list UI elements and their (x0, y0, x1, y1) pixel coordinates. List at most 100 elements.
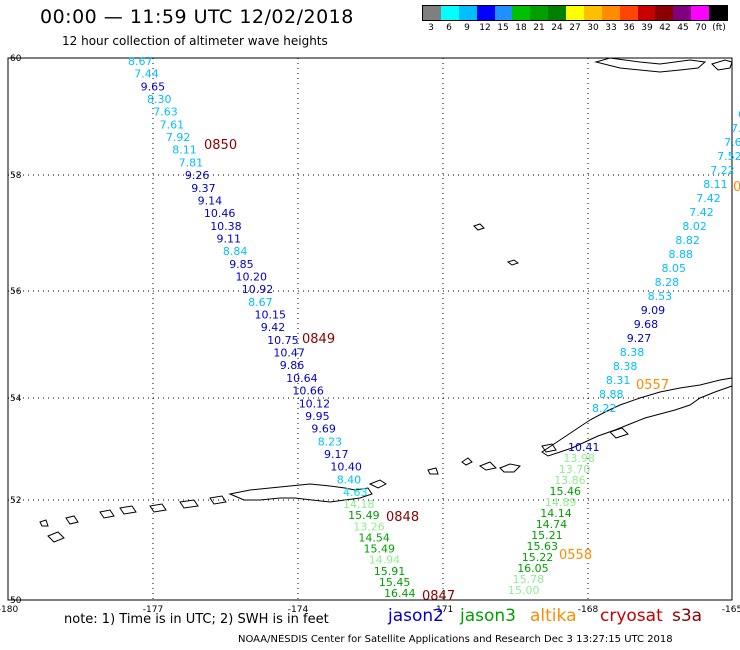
lat-tick-label: 52 (10, 496, 21, 506)
scale-label: 12 (479, 23, 491, 33)
lon-tick-label: -180 (0, 605, 18, 615)
wave-height-value: 9.65 (141, 80, 166, 93)
wave-height-value: 15.46 (550, 485, 582, 498)
wave-height-value: 10.40 (330, 461, 362, 474)
scale-label: 42 (659, 23, 671, 33)
scale-label: 21 (533, 23, 545, 33)
wave-height-value: 10.92 (242, 283, 273, 296)
wave-height-value: 7.61 (724, 136, 740, 149)
lat-tick-label: 60 (10, 54, 22, 64)
scale-swatch (691, 6, 709, 20)
lat-tick-label: 50 (10, 596, 22, 606)
wave-height-value: 8.67 (248, 296, 273, 309)
wave-height-value: 13.70 (559, 463, 591, 476)
axis-tick-labels: -180 -177 -174 -171 -168 -165 60 58 56 54 52 50 (0, 54, 740, 615)
scale-label: 24 (551, 23, 563, 33)
scale-swatch (423, 6, 441, 20)
pass-time-label: 0847 (422, 589, 455, 604)
wave-height-value: 8.53 (648, 290, 673, 303)
wave-height-value: 8.82 (675, 234, 700, 247)
wave-height-value: 15.45 (379, 576, 411, 589)
wave-height-value: 9.26 (185, 169, 210, 182)
wave-height-value: 13.86 (554, 474, 586, 487)
pass-time-label: 0558 (559, 548, 592, 563)
scale-swatch (655, 6, 674, 20)
pass-time-label: 0557 (636, 378, 669, 393)
wave-height-value: 15.91 (374, 565, 406, 578)
scale-label: 36 (623, 23, 635, 33)
wave-height-value: 7.92 (731, 122, 740, 135)
scale-swatch (440, 6, 459, 20)
scale-swatch (709, 6, 727, 20)
wave-height-value: 8.40 (337, 473, 362, 486)
wave-height-value: 14.89 (545, 496, 577, 509)
scale-swatch (637, 6, 656, 20)
wave-height-value: 9.86 (280, 359, 305, 372)
wave-height-value: 16.05 (517, 562, 549, 575)
scale-swatch (619, 6, 638, 20)
wave-height-value: 9.09 (641, 304, 666, 317)
scale-swatch (601, 6, 620, 20)
wave-height-value: 15.21 (531, 529, 563, 542)
wave-height-value: 7.61 (160, 118, 185, 131)
wave-height-value: 8.22 (592, 402, 617, 415)
lon-tick-label: -174 (288, 605, 309, 615)
map-title: 00:00 — 11:59 UTC 12/02/2018 (40, 6, 354, 28)
scale-label: 15 (497, 23, 509, 33)
wave-height-value: 15.49 (348, 509, 380, 522)
satellite-legend-cryosat: cryosat (600, 606, 663, 626)
wave-height-value: 15.63 (527, 540, 559, 553)
scale-label: (ft) (712, 23, 726, 33)
scale-label: 39 (641, 23, 653, 33)
wave-height-value: 7.44 (134, 68, 159, 81)
wave-height-value: 10.41 (568, 441, 600, 454)
satellite-tracks: 8.677.449.658.307.637.617.928.117.819.26… (128, 55, 740, 600)
scale-swatch (458, 6, 477, 20)
scale-label: 6 (446, 23, 452, 33)
lon-tick-label: -165 (722, 605, 740, 615)
wave-height-value: 7.42 (696, 192, 721, 205)
wave-height-value: 15.00 (508, 584, 540, 597)
scale-label: 18 (515, 23, 527, 33)
satellite-legend-jason3: jason3 (460, 606, 516, 626)
wave-height-value: 14.94 (369, 554, 401, 567)
scale-label: 33 (605, 23, 617, 33)
wave-height-value: 8.88 (599, 388, 624, 401)
wave-height-value: 10.12 (299, 397, 331, 410)
scale-label: 70 (695, 23, 707, 33)
map-subtitle: 12 hour collection of altimeter wave hei… (62, 34, 328, 48)
wave-height-value: 16.44 (384, 587, 416, 600)
wave-height-value: 13.26 (353, 520, 385, 533)
wave-height-value: 8.38 (613, 360, 638, 373)
scale-swatch (673, 6, 692, 20)
lon-tick-label: -171 (433, 605, 453, 615)
wave-height-value: 7.81 (179, 156, 204, 169)
wave-height-value: 9.85 (229, 258, 254, 271)
wave-height-value: 13.98 (563, 452, 595, 465)
wave-height-value: 9.68 (634, 318, 659, 331)
pass-time-label: 0 (733, 180, 740, 195)
wave-height-value: 10.75 (267, 334, 299, 347)
wave-height-value: 7.22 (710, 164, 735, 177)
note-text: note: 1) Time is in UTC; 2) SWH is in fe… (64, 612, 329, 627)
scale-swatch (530, 6, 549, 20)
wave-height-value: 8.38 (620, 346, 645, 359)
wave-height-value: 7.92 (166, 131, 191, 144)
wave-height-value: 4.63 (343, 486, 368, 499)
scale-swatch (548, 6, 566, 20)
pass-time-label: 0849 (302, 332, 335, 347)
wave-height-value: 15.22 (522, 551, 554, 564)
scale-swatch (583, 6, 602, 20)
lat-tick-label: 58 (10, 171, 22, 181)
wave-height-value: 8.30 (147, 93, 172, 106)
pass-time-labels: 0850 0849 0848 0847 0557 0558 0 (204, 138, 740, 604)
wave-height-value: 8.11 (172, 144, 197, 157)
wave-height-value: 9.14 (198, 194, 223, 207)
wave-height-value: 10.38 (210, 220, 242, 233)
wave-height-color-scale: 3 6 9 12 15 18 21 24 27 30 33 36 39 42 45 70 (ft) (422, 5, 728, 33)
wave-height-value: 9.17 (324, 448, 349, 461)
scale-label: 3 (428, 23, 434, 33)
scale-label: 45 (677, 23, 689, 33)
scale-swatch (476, 6, 495, 20)
wave-height-value: 10.66 (292, 385, 324, 398)
